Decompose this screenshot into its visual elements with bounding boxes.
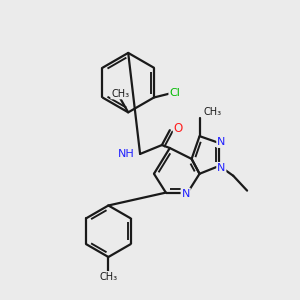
- Text: NH: NH: [117, 149, 134, 159]
- Text: CH₃: CH₃: [203, 107, 222, 117]
- Text: CH₃: CH₃: [99, 272, 118, 282]
- Text: N: N: [182, 189, 190, 199]
- Text: N: N: [217, 163, 226, 173]
- Text: Cl: Cl: [169, 88, 180, 98]
- Text: CH₃: CH₃: [111, 88, 129, 98]
- Text: N: N: [217, 137, 226, 147]
- Text: O: O: [174, 122, 183, 135]
